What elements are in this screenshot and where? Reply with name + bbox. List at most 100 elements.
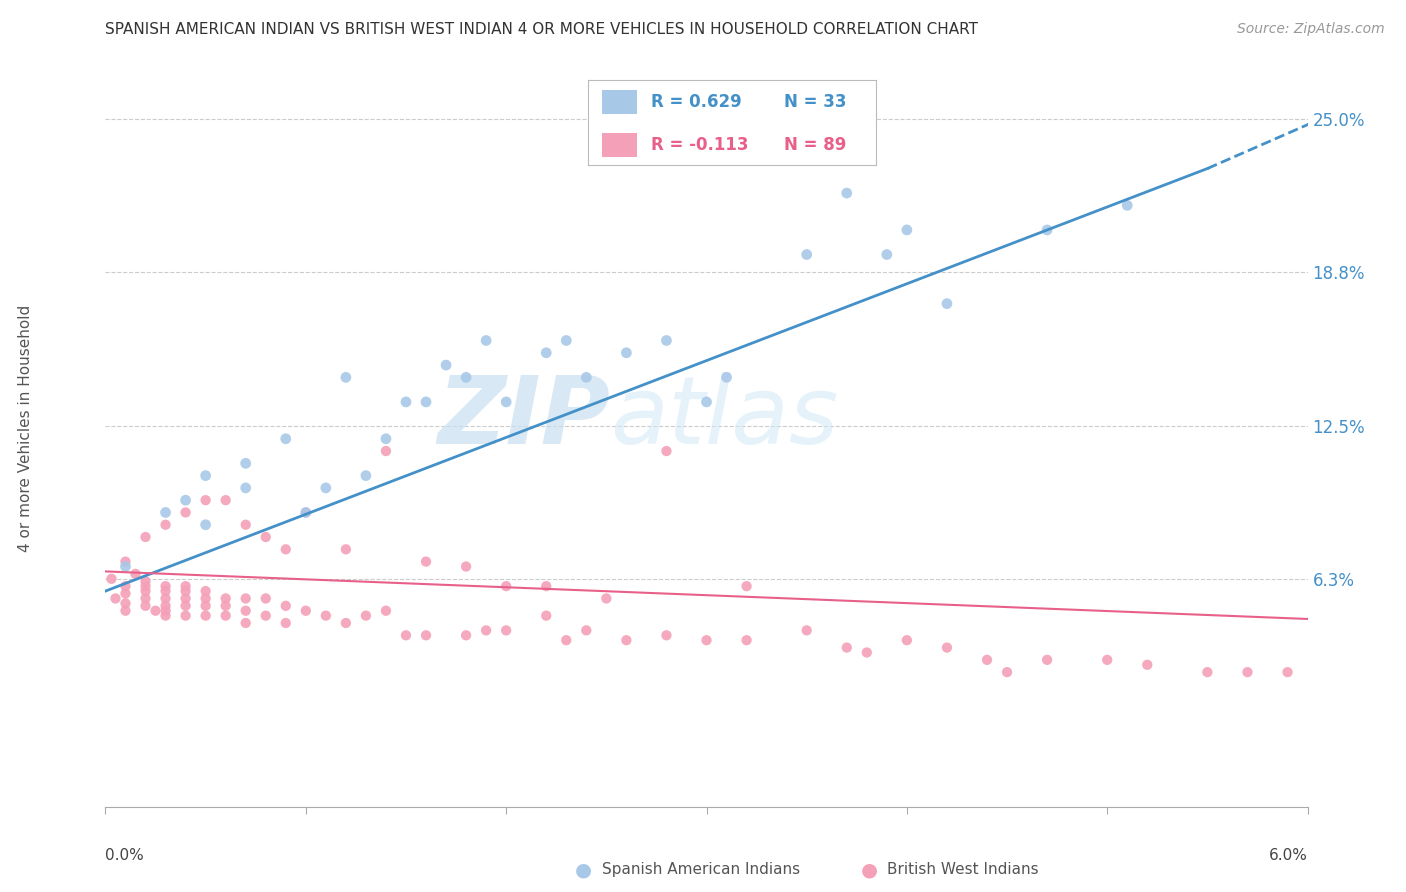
Point — [124, 566, 146, 581]
Text: 6.0%: 6.0% — [1268, 848, 1308, 863]
Point — [454, 559, 477, 574]
Point — [1236, 665, 1258, 680]
Point — [135, 599, 157, 613]
Point — [1097, 653, 1119, 667]
Point — [595, 591, 617, 606]
Point — [735, 633, 758, 648]
Point — [335, 370, 357, 384]
Point — [214, 591, 236, 606]
Text: N = 89: N = 89 — [783, 136, 846, 153]
Point — [235, 604, 257, 618]
Point — [796, 247, 818, 261]
Point — [534, 345, 557, 359]
Point — [835, 640, 858, 655]
Point — [174, 608, 197, 623]
Point — [295, 506, 318, 520]
Point — [155, 584, 177, 599]
Point — [876, 247, 898, 261]
Point — [696, 633, 718, 648]
Point — [114, 596, 136, 610]
Point — [174, 591, 197, 606]
Point — [575, 624, 598, 638]
Point — [194, 468, 217, 483]
Point — [194, 599, 217, 613]
Point — [454, 628, 477, 642]
Point — [194, 591, 217, 606]
Point — [235, 615, 257, 630]
Point — [155, 604, 177, 618]
Point — [1036, 223, 1059, 237]
Point — [135, 574, 157, 589]
Point — [415, 628, 437, 642]
Point — [235, 591, 257, 606]
Point — [235, 481, 257, 495]
Point — [235, 456, 257, 470]
Point — [100, 572, 122, 586]
Point — [374, 444, 398, 458]
Point — [655, 628, 678, 642]
Text: atlas: atlas — [610, 372, 838, 463]
Point — [214, 608, 236, 623]
Point — [155, 608, 177, 623]
Point — [335, 615, 357, 630]
Point — [716, 370, 738, 384]
Point — [174, 584, 197, 599]
Point — [114, 604, 136, 618]
Point — [274, 542, 297, 557]
Point — [274, 615, 297, 630]
Text: ●: ● — [575, 860, 592, 880]
Point — [1116, 198, 1139, 212]
Point — [335, 542, 357, 557]
Text: R = 0.629: R = 0.629 — [651, 94, 742, 112]
Point — [1197, 665, 1219, 680]
Point — [174, 579, 197, 593]
Point — [855, 645, 877, 659]
Point — [194, 493, 217, 508]
Point — [155, 599, 177, 613]
Point — [114, 555, 136, 569]
Point — [354, 608, 377, 623]
Point — [936, 296, 959, 310]
Point — [616, 345, 638, 359]
Point — [174, 599, 197, 613]
Bar — [602, 133, 637, 157]
Point — [395, 628, 418, 642]
Point — [254, 608, 277, 623]
Point — [534, 608, 557, 623]
Point — [475, 624, 498, 638]
Point — [1277, 665, 1299, 680]
Point — [135, 579, 157, 593]
Text: R = -0.113: R = -0.113 — [651, 136, 748, 153]
Point — [214, 599, 236, 613]
Text: ●: ● — [860, 860, 877, 880]
Point — [155, 506, 177, 520]
Point — [135, 530, 157, 544]
Point — [235, 517, 257, 532]
Point — [374, 432, 398, 446]
Point — [896, 223, 918, 237]
Point — [315, 608, 337, 623]
Bar — [602, 90, 637, 114]
Point — [995, 665, 1018, 680]
Point — [114, 559, 136, 574]
Point — [274, 432, 297, 446]
Point — [114, 586, 136, 600]
Text: N = 33: N = 33 — [783, 94, 846, 112]
Point — [194, 584, 217, 599]
Text: Source: ZipAtlas.com: Source: ZipAtlas.com — [1237, 22, 1385, 37]
Point — [936, 640, 959, 655]
Point — [976, 653, 998, 667]
Point — [194, 608, 217, 623]
Point — [796, 624, 818, 638]
Point — [655, 444, 678, 458]
Text: SPANISH AMERICAN INDIAN VS BRITISH WEST INDIAN 4 OR MORE VEHICLES IN HOUSEHOLD C: SPANISH AMERICAN INDIAN VS BRITISH WEST … — [105, 22, 979, 37]
Point — [254, 530, 277, 544]
Point — [145, 604, 167, 618]
Point — [135, 584, 157, 599]
Point — [575, 370, 598, 384]
Point — [1036, 653, 1059, 667]
Point — [1136, 657, 1159, 672]
Point — [415, 555, 437, 569]
Point — [534, 579, 557, 593]
Point — [174, 493, 197, 508]
